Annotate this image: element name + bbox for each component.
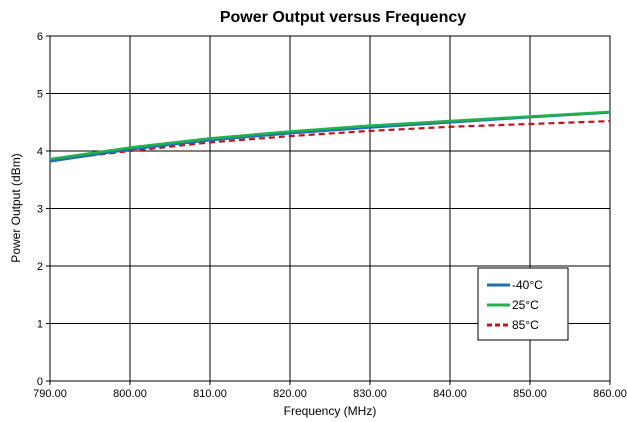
y-tick-label: 3 xyxy=(37,204,43,216)
legend-label: 85°C xyxy=(512,318,539,332)
y-tick-label: 6 xyxy=(37,31,43,43)
chart-title: Power Output versus Frequency xyxy=(220,9,466,26)
legend: -40°C 25°C 85°C xyxy=(477,267,569,341)
tick-labels: 790.00 800.00 810.00 820.00 830.00 840.00 850.… xyxy=(33,31,627,400)
x-axis-label: Frequency (MHz) xyxy=(284,404,377,418)
y-tick-label: 0 xyxy=(37,376,43,388)
series-line xyxy=(49,120,611,162)
legend-label: 25°C xyxy=(512,298,539,312)
y-tick-label: 1 xyxy=(37,319,43,331)
x-tick-label: 830.00 xyxy=(353,388,387,400)
y-tick-label: 5 xyxy=(37,89,43,101)
x-tick-label: 860.00 xyxy=(593,388,627,400)
x-tick-label: 810.00 xyxy=(193,388,227,400)
series-line xyxy=(49,111,611,163)
x-tick-label: 820.00 xyxy=(273,388,307,400)
x-tick-label: 800.00 xyxy=(113,388,147,400)
y-tick-label: 2 xyxy=(37,261,43,273)
x-tick-label: 790.00 xyxy=(33,388,67,400)
series-line xyxy=(49,110,611,161)
legend-label: -40°C xyxy=(512,278,543,292)
y-axis-label: Power Output (dBm) xyxy=(9,153,23,262)
y-tick-label: 4 xyxy=(37,146,43,158)
x-tick-label: 850.00 xyxy=(513,388,547,400)
series-lines xyxy=(49,110,611,163)
x-tick-label: 840.00 xyxy=(433,388,467,400)
plot-area-frame xyxy=(49,35,611,382)
